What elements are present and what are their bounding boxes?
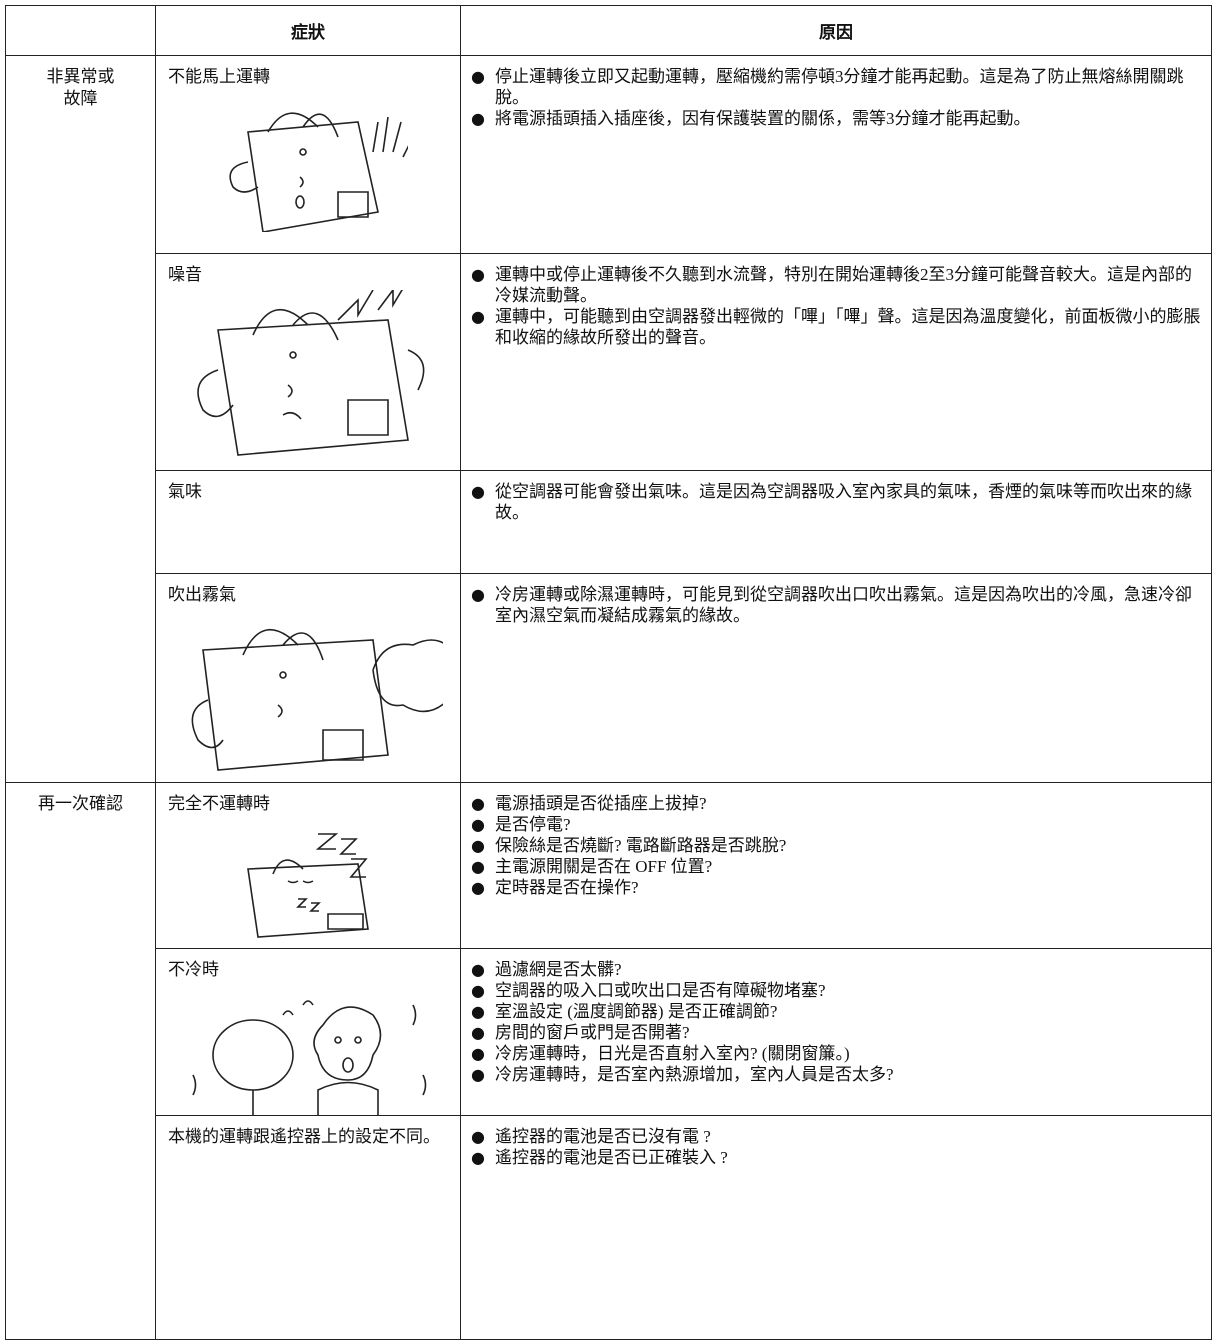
symptom: 不冷時 [168,960,219,979]
cause: 遙控器的電池是否已沒有電 ? [471,1126,1201,1147]
illustration [192,1000,427,1115]
cause: 運轉中或停止運轉後不久聽到水流聲，特別在開始運轉後2至3分鐘可能聲音較大。這是內… [471,264,1201,306]
cause-cell: 遙控器的電池是否已沒有電 ? 遙控器的電池是否已正確裝入 ? [460,1115,1212,1340]
cause-list: 運轉中或停止運轉後不久聽到水流聲，特別在開始運轉後2至3分鐘可能聲音較大。這是內… [471,264,1201,348]
symptom-cell: 吹出霧氣 [155,573,461,783]
symptom: 本機的運轉跟遙控器上的設定不同。 [168,1127,440,1146]
symptom: 吹出霧氣 [168,585,236,604]
cause-cell: 停止運轉後立即又起動運轉，壓縮機約需停頓3分鐘才能再起動。這是為了防止無熔絲開關… [460,55,1212,254]
cause: 室溫設定 (溫度調節器) 是否正確調節? [471,1001,1201,1022]
cause: 停止運轉後立即又起動運轉，壓縮機約需停頓3分鐘才能再起動。這是為了防止無熔絲開關… [471,66,1201,108]
group-label-line: 再一次確認 [38,794,123,813]
row: 再一次確認 完全不運轉時 電源插頭是否從插座上拔掉? 是否停電? 保險絲是否燒斷… [5,782,1212,1340]
cause: 房間的窗戶或門是否開著? [471,1022,1201,1043]
group-label: 非異常或 故障 [5,55,156,783]
cause: 過濾網是否太髒? [471,959,1201,980]
cause: 保險絲是否燒斷? 電路斷路器是否跳脫? [471,835,1201,856]
cause: 空調器的吸入口或吹出口是否有障礙物堵塞? [471,980,1201,1001]
illustration [191,629,443,771]
cause-cell: 過濾網是否太髒? 空調器的吸入口或吹出口是否有障礙物堵塞? 室溫設定 (溫度調節… [460,948,1212,1116]
cause: 定時器是否在操作? [471,877,1201,898]
header-symptom: 症狀 [155,5,461,56]
cause: 主電源開關是否在 OFF 位置? [471,856,1201,877]
group-label: 再一次確認 [5,782,156,1340]
cause-cell: 冷房運轉或除濕運轉時，可能見到從空調器吹出口吹出霧氣。這是因為吹出的冷風，急速冷… [460,573,1212,783]
cause-list: 過濾網是否太髒? 空調器的吸入口或吹出口是否有障礙物堵塞? 室溫設定 (溫度調節… [471,959,1201,1085]
symptom: 噪音 [168,265,202,284]
illustration [247,833,369,938]
cause-list: 停止運轉後立即又起動運轉，壓縮機約需停頓3分鐘才能再起動。這是為了防止無熔絲開關… [471,66,1201,129]
symptom-cell: 不能馬上運轉 [155,55,461,254]
row: 噪音 運轉中或停止運轉後不久聽到水流聲，特別在開始運轉後2至3分鐘可能聲音較大。… [6,253,1212,471]
cause: 運轉中，可能聽到由空調器發出輕微的「嗶」「嗶」聲。這是因為溫度變化，前面板微小的… [471,306,1201,348]
symptom: 氣味 [168,482,202,501]
row: 不冷時 過濾網是否太髒? 空調器的吸入口或吹出口是否有障礙物堵塞? 室溫設定 (… [6,948,1212,1116]
row: 本機的運轉跟遙控器上的設定不同。 遙控器的電池是否已沒有電 ? 遙控器的電池是否… [6,1115,1212,1340]
symptom-cell: 完全不運轉時 [155,782,461,949]
cause: 遙控器的電池是否已正確裝入 ? [471,1147,1201,1168]
symptom-cell: 噪音 [155,253,461,471]
cause-list: 從空調器可能會發出氣味。這是因為空調器吸入室內家具的氣味，香煙的氣味等而吹出來的… [471,481,1201,523]
cause: 冷房運轉時，是否室內熱源增加，室內人員是否太多? [471,1064,1201,1085]
cause-list: 電源插頭是否從插座上拔掉? 是否停電? 保險絲是否燒斷? 電路斷路器是否跳脫? … [471,793,1201,898]
symptom-cell: 不冷時 [155,948,461,1116]
illustration [229,112,408,232]
cause-cell: 從空調器可能會發出氣味。這是因為空調器吸入室內家具的氣味，香煙的氣味等而吹出來的… [460,470,1212,574]
cause: 將電源插頭插入插座後，因有保護裝置的關係，需等3分鐘才能再起動。 [471,108,1201,129]
illustration [197,290,425,456]
symptom: 不能馬上運轉 [168,67,270,86]
symptom: 完全不運轉時 [168,794,270,813]
cause: 從空調器可能會發出氣味。這是因為空調器吸入室內家具的氣味，香煙的氣味等而吹出來的… [471,481,1201,523]
row: 吹出霧氣 冷房運轉或除濕運轉時，可能見到從空調器吹出口吹出霧氣。這是因為吹出的冷… [6,573,1212,783]
cause-list: 遙控器的電池是否已沒有電 ? 遙控器的電池是否已正確裝入 ? [471,1126,1201,1168]
cause: 電源插頭是否從插座上拔掉? [471,793,1201,814]
cause-cell: 電源插頭是否從插座上拔掉? 是否停電? 保險絲是否燒斷? 電路斷路器是否跳脫? … [460,782,1212,949]
cause: 是否停電? [471,814,1201,835]
header-cause: 原因 [460,5,1212,56]
header-blank [5,5,156,56]
cause: 冷房運轉或除濕運轉時，可能見到從空調器吹出口吹出霧氣。這是因為吹出的冷風，急速冷… [471,584,1201,626]
group-label-line: 故障 [63,89,98,108]
row: 氣味 從空調器可能會發出氣味。這是因為空調器吸入室內家具的氣味，香煙的氣味等而吹… [6,470,1212,574]
cause-list: 冷房運轉或除濕運轉時，可能見到從空調器吹出口吹出霧氣。這是因為吹出的冷風，急速冷… [471,584,1201,626]
symptom-cell: 氣味 [155,470,461,574]
header-row: 症狀 原因 [5,5,1212,56]
group-label-line: 非異常或 [46,67,115,86]
cause-cell: 運轉中或停止運轉後不久聽到水流聲，特別在開始運轉後2至3分鐘可能聲音較大。這是內… [460,253,1212,471]
cause: 冷房運轉時，日光是否直射入室內? (關閉窗簾。) [471,1043,1201,1064]
symptom-cell: 本機的運轉跟遙控器上的設定不同。 [155,1115,461,1340]
